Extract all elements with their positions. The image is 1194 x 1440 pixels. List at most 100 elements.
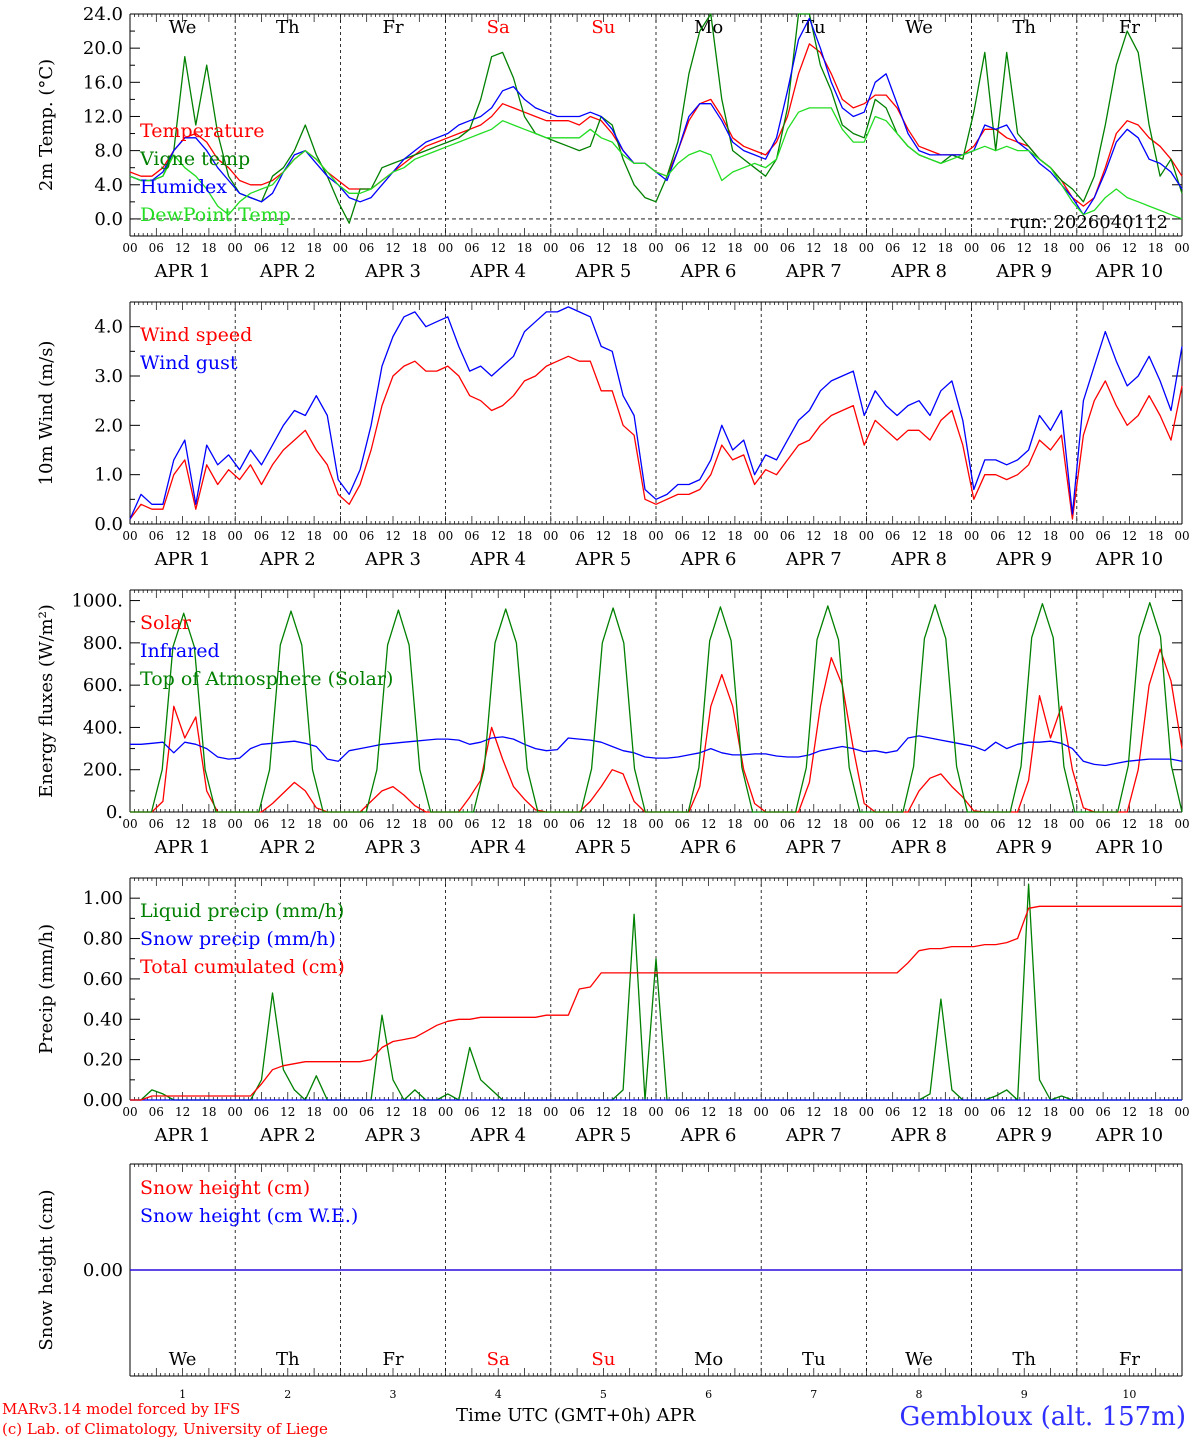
date-label: APR 7 <box>785 1125 842 1146</box>
hour-label: 00 <box>964 1105 979 1119</box>
date-label: APR 5 <box>574 837 631 858</box>
hour-label: 06 <box>675 529 690 543</box>
hour-label: 12 <box>175 817 190 831</box>
y-tick-label: 20.0 <box>83 38 123 59</box>
y-tick-label: 0.80 <box>83 929 123 950</box>
weekday-label: Th <box>276 17 300 38</box>
hour-label: 06 <box>464 817 479 831</box>
date-label: APR 3 <box>364 261 421 282</box>
hour-label: 12 <box>280 529 295 543</box>
y-tick-label: 400. <box>83 717 123 738</box>
weekday-label: Mo <box>694 1349 723 1370</box>
date-label: APR 3 <box>364 1125 421 1146</box>
hour-label: 06 <box>780 1105 795 1119</box>
weekday-label: Th <box>1012 17 1036 38</box>
date-label: APR 5 <box>574 261 631 282</box>
date-label: APR 8 <box>890 549 947 570</box>
hour-label: 00 <box>122 817 137 831</box>
hour-label: 18 <box>1148 241 1163 255</box>
hour-label: 00 <box>648 817 663 831</box>
hour-label: 06 <box>569 1105 584 1119</box>
model-credit: MARv3.14 model forced by IFS <box>2 1400 241 1418</box>
weekday-label: We <box>905 1349 933 1370</box>
date-label: APR 6 <box>680 549 737 570</box>
hour-label: 00 <box>648 1105 663 1119</box>
hour-label: 00 <box>543 241 558 255</box>
hour-label: 18 <box>517 241 532 255</box>
weekday-label: Tu <box>802 1349 826 1370</box>
date-label: APR 4 <box>469 261 526 282</box>
hour-label: 06 <box>885 1105 900 1119</box>
hour-label: 00 <box>438 529 453 543</box>
hour-label: 00 <box>1069 241 1084 255</box>
hour-label: 18 <box>412 1105 427 1119</box>
weekday-label: Fr <box>382 1349 403 1370</box>
hour-label: 18 <box>938 1105 953 1119</box>
hour-label: 18 <box>306 529 321 543</box>
hour-label: 06 <box>780 529 795 543</box>
hour-label: 18 <box>938 241 953 255</box>
hour-label: 06 <box>359 817 374 831</box>
hour-label: 18 <box>1148 817 1163 831</box>
day-number-label: 4 <box>495 1388 502 1401</box>
legend-entry: Snow height (cm) <box>140 1177 310 1199</box>
hour-label: 18 <box>306 817 321 831</box>
series-line-total-cumulated-cm- <box>130 905 1182 1101</box>
hour-label: 18 <box>201 241 216 255</box>
day-number-label: 10 <box>1122 1388 1136 1401</box>
panel-energy: 00 06 12 18 APR 1 00 06 12 18 APR 2 00 06 12 18 APR 3 0… <box>36 589 1190 858</box>
hour-label: 06 <box>990 817 1005 831</box>
hour-label: 00 <box>648 241 663 255</box>
date-label: APR 9 <box>995 1125 1052 1146</box>
y-tick-label: 0.00 <box>83 1260 123 1281</box>
hour-label: 12 <box>175 1105 190 1119</box>
date-label: APR 9 <box>995 549 1052 570</box>
hour-label: 18 <box>727 529 742 543</box>
hour-label: 06 <box>1095 529 1110 543</box>
date-label: APR 7 <box>785 837 842 858</box>
hour-label: 12 <box>806 817 821 831</box>
hour-label: 00 <box>1069 529 1084 543</box>
weekday-label: Fr <box>382 17 403 38</box>
y-tick-label: 0.60 <box>83 969 123 990</box>
legend-entry: Vigne temp <box>139 148 250 170</box>
panel-wind: 00 06 12 18 APR 1 00 06 12 18 APR 2 00 06 12 18 APR 3 0… <box>36 301 1190 570</box>
hour-label: 00 <box>122 529 137 543</box>
y-axis-title: Energy fluxes (W/m²) <box>36 604 57 798</box>
hour-label: 00 <box>228 817 243 831</box>
legend-entry: Solar <box>140 612 192 634</box>
hour-label: 12 <box>385 241 400 255</box>
hour-label: 12 <box>806 1105 821 1119</box>
y-tick-label: 3.0 <box>94 366 123 387</box>
hour-label: 12 <box>1122 241 1137 255</box>
y-tick-label: 800. <box>83 633 123 654</box>
y-tick-label: 1000. <box>71 591 123 612</box>
date-label: APR 4 <box>469 837 526 858</box>
hour-label: 00 <box>1174 1105 1189 1119</box>
hour-label: 18 <box>412 241 427 255</box>
hour-label: 18 <box>517 817 532 831</box>
hour-label: 12 <box>491 817 506 831</box>
hour-label: 12 <box>701 529 716 543</box>
date-label: APR 6 <box>680 837 737 858</box>
day-number-label: 3 <box>390 1388 397 1401</box>
hour-label: 12 <box>1122 1105 1137 1119</box>
y-tick-label: 1.00 <box>83 888 123 909</box>
hour-label: 00 <box>333 817 348 831</box>
y-axis-title: Precip (mm/h) <box>36 924 57 1054</box>
hour-label: 06 <box>149 529 164 543</box>
hour-label: 12 <box>806 241 821 255</box>
panel-temp: 00 06 12 18 APR 1 00 06 12 18 APR 2 00 06 12 18 APR 3 0… <box>36 4 1190 282</box>
date-label: APR 2 <box>259 261 316 282</box>
hour-label: 18 <box>727 1105 742 1119</box>
hour-label: 06 <box>359 1105 374 1119</box>
hour-label: 12 <box>806 529 821 543</box>
hour-label: 12 <box>280 1105 295 1119</box>
hour-label: 00 <box>754 529 769 543</box>
series-line-wind-gust <box>129 306 1183 520</box>
hour-label: 12 <box>1017 817 1032 831</box>
weekday-label: Su <box>591 17 615 38</box>
hour-label: 06 <box>359 529 374 543</box>
legend-entry: Temperature <box>140 120 264 142</box>
date-label: APR 1 <box>154 837 211 858</box>
